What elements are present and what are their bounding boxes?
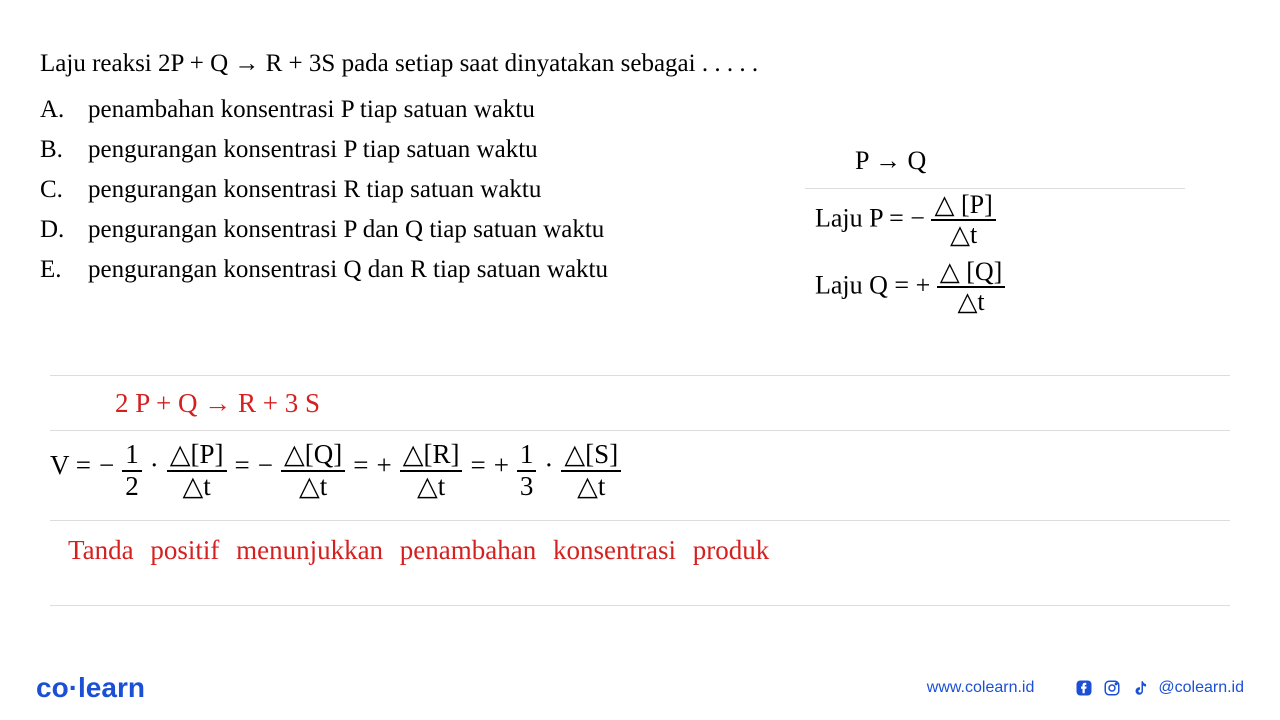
numerator: △[Q] [281, 440, 345, 472]
rule-line [50, 430, 1230, 431]
numerator: △ [P] [931, 191, 995, 222]
fraction: △[S] △t [561, 440, 621, 501]
red-note: Tanda positif menunjukkan penambahan kon… [68, 535, 769, 566]
hw-text: Laju Q = + [815, 270, 930, 299]
fraction: △ [P] △t [931, 191, 995, 250]
sign: − [258, 440, 273, 481]
fraction: △ [Q] △t [937, 258, 1006, 317]
option-text: pengurangan konsentrasi P dan Q tiap sat… [88, 216, 604, 244]
fraction: 1 3 [517, 440, 537, 501]
fraction: △[R] △t [400, 440, 463, 501]
option-letter: B. [40, 136, 88, 164]
sign: + [376, 440, 391, 481]
fraction: 1 2 [122, 440, 142, 501]
option-letter: D. [40, 216, 88, 244]
sign: − [99, 440, 114, 481]
website-url: www.colearn.id [927, 679, 1035, 697]
denominator: △t [296, 472, 330, 502]
red-equation: 2 P + Q → R + 3 S [115, 388, 320, 419]
denominator: △t [179, 472, 213, 502]
dot: · [150, 440, 159, 481]
denominator: △t [954, 288, 987, 317]
option-text: penambahan konsentrasi P tiap satuan wak… [88, 96, 535, 124]
option-a: A. penambahan konsentrasi P tiap satuan … [40, 96, 1240, 124]
rule-line [805, 188, 1185, 189]
logo-co: co [36, 672, 69, 703]
numerator: △ [Q] [937, 258, 1006, 289]
footer: co·learn www.colearn.id @colearn.id [0, 656, 1280, 720]
option-letter: A. [40, 96, 88, 124]
numerator: △[R] [400, 440, 463, 472]
formula-v: V = [50, 440, 91, 481]
rule-line [50, 375, 1230, 376]
equals: = [353, 440, 368, 481]
logo: co·learn [36, 672, 145, 704]
tiktok-icon [1130, 678, 1150, 698]
dot: · [544, 440, 553, 481]
facebook-icon [1074, 678, 1094, 698]
option-text: pengurangan konsentrasi Q dan R tiap sat… [88, 256, 608, 284]
hw-text: Laju P = − [815, 203, 925, 232]
numerator: △[S] [561, 440, 621, 472]
rule-line [50, 520, 1230, 521]
denominator: 3 [517, 472, 537, 502]
rate-formula: V = − 1 2 · △[P] △t = − △[Q] △t = + △[R]… [50, 440, 621, 501]
fraction: △[P] △t [167, 440, 227, 501]
sign: + [494, 440, 509, 481]
fraction: △[Q] △t [281, 440, 345, 501]
numerator: △[P] [167, 440, 227, 472]
logo-learn: learn [78, 672, 145, 703]
hw-pq-line: P → Q [855, 140, 1185, 182]
equals: = [470, 440, 485, 481]
equals: = [235, 440, 250, 481]
numerator: 1 [517, 440, 537, 472]
social-block: @colearn.id [1074, 678, 1244, 698]
question-text: Laju reaksi 2P + Q → R + 3S pada setiap … [40, 50, 1240, 78]
denominator: △t [414, 472, 448, 502]
numerator: 1 [122, 440, 142, 472]
hw-laju-q: Laju Q = + △ [Q] △t [815, 258, 1185, 317]
denominator: △t [574, 472, 608, 502]
denominator: △t [947, 221, 980, 250]
rule-line [50, 605, 1230, 606]
option-text: pengurangan konsentrasi R tiap satuan wa… [88, 176, 541, 204]
instagram-icon [1102, 678, 1122, 698]
social-handle: @colearn.id [1158, 679, 1244, 697]
option-letter: C. [40, 176, 88, 204]
denominator: 2 [122, 472, 142, 502]
option-letter: E. [40, 256, 88, 284]
handwriting-right-block: P → Q Laju P = − △ [P] △t Laju Q = + △ [… [815, 140, 1185, 317]
option-text: pengurangan konsentrasi P tiap satuan wa… [88, 136, 538, 164]
logo-dot: · [69, 672, 78, 703]
hw-laju-p: Laju P = − △ [P] △t [815, 191, 1185, 250]
